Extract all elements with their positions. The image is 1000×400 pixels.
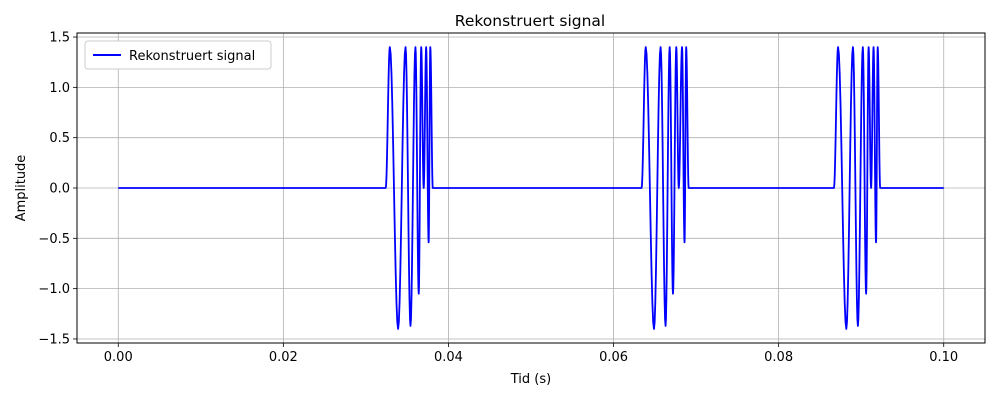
y-tick-label: −0.5 [38,232,70,247]
plot-area [118,46,944,330]
legend-label: Rekonstruert signal [129,49,255,64]
legend-box [84,40,272,70]
y-tick-label: 1.5 [49,31,70,46]
y-tick-label: 0.0 [49,182,70,197]
x-tick-label: 0.00 [104,350,133,365]
x-tick-label: 0.10 [929,350,958,365]
x-axis-title: Tid (s) [510,372,551,387]
x-tick-label: 0.08 [764,350,793,365]
x-tick-label: 0.06 [599,350,628,365]
x-tick-label: 0.04 [434,350,463,365]
series-line [118,46,944,330]
legend: Rekonstruert signal [84,40,272,70]
y-tick-label: 0.5 [49,131,70,146]
y-tick-label: −1.5 [38,332,70,347]
y-tick-label: 1.0 [49,81,70,96]
x-tick-label: 0.02 [269,350,298,365]
x-axis: 0.00 0.02 0.04 0.06 0.08 0.10 [104,343,958,365]
y-axis: −1.5 −1.0 −0.5 0.0 0.5 1.0 1.5 [38,31,77,347]
y-axis-title: Amplitude [14,155,29,222]
chart-title: Rekonstruert signal [455,12,605,30]
y-tick-label: −1.0 [38,282,70,297]
